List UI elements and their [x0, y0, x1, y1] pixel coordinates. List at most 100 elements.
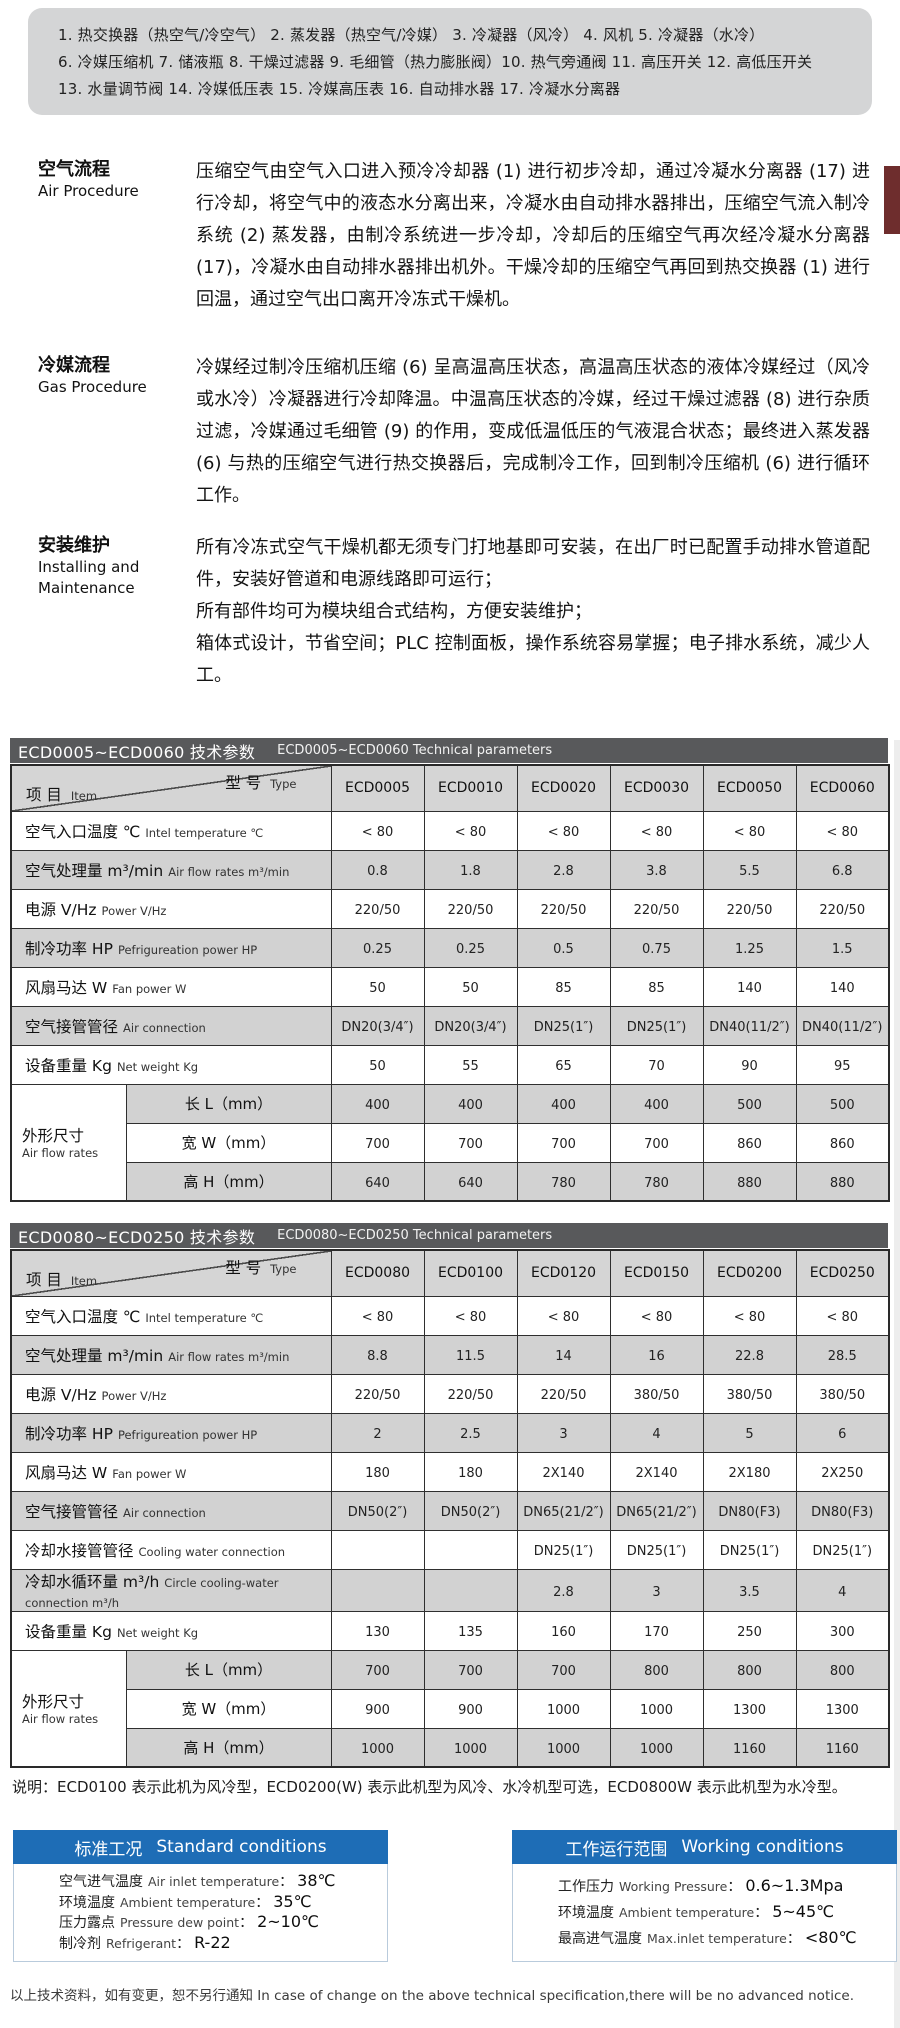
cell-value: 1160	[732, 1741, 767, 1757]
condition-item-cn: 环境温度	[59, 1894, 115, 1911]
value-cell: 900	[330, 1688, 425, 1729]
row-label-cn: 空气接管管径	[25, 1502, 119, 1521]
condition-item-colon: ：	[239, 1915, 254, 1932]
value-cell: DN20(3/4″)	[423, 1005, 518, 1046]
row-label-en: Intel temperature ℃	[145, 825, 264, 840]
cell-value: 50	[462, 981, 479, 996]
value-cell: 130	[330, 1610, 425, 1651]
cell-value: DN50(2″)	[347, 1505, 408, 1520]
model-header-cell: ECD0080	[330, 1249, 425, 1297]
value-cell: 4	[609, 1412, 704, 1453]
table-row: 空气接管管径 Air connection DN50(2″) DN50(2″) DN65…	[10, 1490, 890, 1531]
table-title-cn: ECD0005~ECD0060 技术参数	[18, 742, 256, 762]
scrollbar[interactable]	[894, 740, 900, 2028]
cell-value: DN25(1″)	[626, 1020, 687, 1035]
cell-value: 2X180	[728, 1466, 771, 1481]
table-row: 空气接管管径 Air connection DN20(3/4″) DN20(3/4″)…	[10, 1005, 890, 1046]
cell-value: 1000	[360, 1741, 395, 1757]
row-label-cell: 电源 V/Hz Power V/Hz	[10, 888, 332, 929]
condition-item-cn: 制冷剂	[59, 1936, 101, 1953]
dimensions-head-cell: 外形尺寸 Air flow rates	[10, 1649, 127, 1768]
corner-type-label-en: Type	[270, 777, 297, 791]
value-cell: 1.5	[795, 927, 890, 968]
table-row: 设备重量 Kg Net weight Kg 50 55 65 70 90 95	[10, 1044, 890, 1085]
value-cell: < 80	[330, 1295, 425, 1336]
value-cell: 860	[795, 1122, 890, 1163]
section-heading: 安装维护 Installing and Maintenance	[38, 532, 196, 692]
section-air-procedure: 空气流程 Air Procedure 压缩空气由空气入口进入预冷冷却器 (1) …	[38, 156, 870, 316]
value-cell: 1160	[795, 1727, 890, 1768]
value-cell: 700	[516, 1122, 611, 1163]
cell-value: < 80	[733, 1310, 766, 1325]
table-title-en: ECD0005~ECD0060 Technical parameters	[277, 743, 553, 758]
value-cell: 250	[702, 1610, 797, 1651]
value-cell: 880	[702, 1161, 797, 1202]
corner-item-label: 项 目 Item	[26, 1270, 98, 1289]
condition-title-cn: 工作运行范围	[565, 1839, 668, 1860]
cell-value: < 80	[826, 825, 859, 840]
legend-line-3: 13. 水量调节阀 14. 冷媒低压表 15. 冷媒高压表 16. 自动排水器 …	[58, 80, 621, 98]
value-cell: < 80	[516, 810, 611, 851]
cell-value: 1.25	[735, 942, 764, 957]
value-cell: 180	[330, 1451, 425, 1492]
dimension-row: 高 H（mm） 640 640 780 780 880 880	[11, 1161, 890, 1202]
row-label-cell: 空气处理量 m³/min Air flow rates m³/min	[10, 849, 332, 890]
value-cell: 220/50	[330, 1373, 425, 1414]
value-cell: 700	[423, 1122, 518, 1163]
value-cell: 90	[702, 1044, 797, 1085]
value-cell: < 80	[423, 810, 518, 851]
corner-type-label: 型 号 Type	[225, 774, 297, 792]
section-body: 冷媒经过制冷压缩机压缩 (6) 呈高温高压状态，高温高压状态的液体冷媒经过（风冷…	[196, 352, 870, 512]
cell-value: DN80(F3)	[811, 1505, 874, 1520]
value-cell: 500	[795, 1083, 890, 1124]
spec-table: 型 号 Type 项 目 Item ECD0080 ECD0100 ECD0120 ECD…	[10, 1249, 890, 1768]
cell-value: 220/50	[540, 1388, 587, 1403]
row-label-en: Fan power W	[112, 981, 187, 996]
cell-value: 135	[458, 1625, 483, 1640]
dimensions-head-cell: 外形尺寸 Air flow rates	[10, 1083, 127, 1202]
cell-value: 700	[551, 1664, 576, 1679]
model-header-cell: ECD0050	[702, 764, 797, 812]
section-title-en: Air Procedure	[38, 182, 139, 200]
row-label-cn: 制冷功率 HP	[25, 939, 113, 958]
section-title-en: Installing and Maintenance	[38, 558, 140, 597]
value-cell: 700	[609, 1122, 704, 1163]
dimension-sub-label: 长 L（mm）	[125, 1083, 332, 1124]
value-cell	[330, 1529, 425, 1570]
condition-item-cn: 最高进气温度	[558, 1931, 642, 1947]
section-paragraph: 冷媒经过制冷压缩机压缩 (6) 呈高温高压状态，高温高压状态的液体冷媒经过（风冷…	[196, 357, 870, 506]
corner-type-label: 型 号 Type	[225, 1259, 297, 1277]
table-row: 空气处理量 m³/min Air flow rates m³/min 8.8 11.5…	[10, 1334, 890, 1375]
cell-value: < 80	[454, 1310, 487, 1325]
condition-title-en: Working conditions	[681, 1837, 844, 1857]
cell-value: 3.5	[739, 1584, 760, 1600]
cell-value: 140	[829, 981, 855, 996]
value-cell: 400	[330, 1083, 425, 1124]
cell-value: 1000	[546, 1703, 581, 1718]
cell-value: < 80	[454, 825, 487, 840]
cell-value: DN25(1″)	[812, 1544, 873, 1559]
row-label-en: Air flow rates m³/min	[168, 864, 290, 879]
row-label-en: Air connection	[123, 1505, 206, 1520]
cell-value: 2.8	[553, 1584, 574, 1600]
value-cell: 900	[423, 1688, 518, 1729]
row-label-cell: 冷却水循环量 m³/h Circle cooling-water connecti…	[10, 1568, 332, 1612]
value-cell: 3	[609, 1568, 704, 1612]
cell-value: 2X140	[542, 1466, 585, 1481]
value-cell: 95	[795, 1044, 890, 1085]
value-cell: 0.5	[516, 927, 611, 968]
cell-value: 180	[458, 1466, 483, 1481]
value-cell: 1000	[609, 1727, 704, 1768]
condition-item-colon: ：	[786, 1931, 801, 1947]
model-header-cell: ECD0200	[702, 1249, 797, 1297]
row-label-en: Cooling water connection	[138, 1544, 286, 1559]
model-header-cell: ECD0005	[330, 764, 425, 812]
value-cell: 65	[516, 1044, 611, 1085]
cell-value: 160	[551, 1625, 576, 1640]
dimension-row: 外形尺寸 Air flow rates 长 L（mm） 700 700 700 800 800…	[10, 1649, 890, 1768]
cell-value: 0.25	[456, 942, 485, 957]
legend-line-2: 6. 冷媒压缩机 7. 储液瓶 8. 干燥过滤器 9. 毛细管（热力膨胀阀）10…	[58, 53, 813, 71]
row-label-en: Power V/Hz	[101, 1388, 167, 1403]
condition-item-en: Working Pressure	[619, 1879, 728, 1894]
